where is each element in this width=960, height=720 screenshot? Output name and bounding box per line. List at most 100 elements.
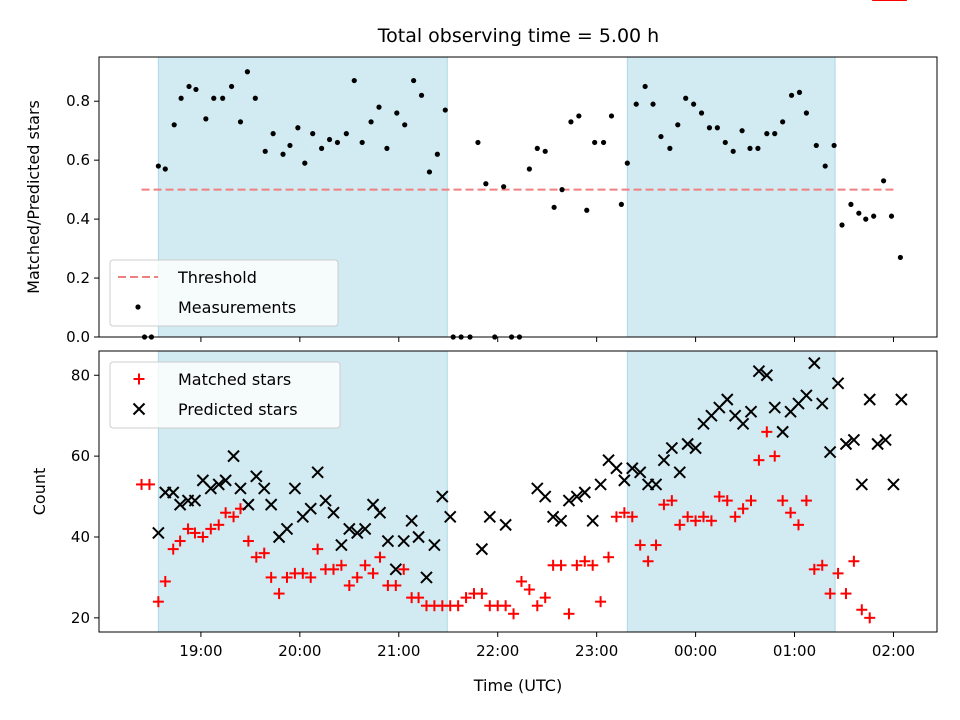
x-tick-label: 19:00 xyxy=(179,642,222,660)
measurement-point xyxy=(863,216,869,222)
measurement-point xyxy=(220,95,226,101)
predicted-star-point xyxy=(760,369,774,382)
matched-star-point xyxy=(297,567,309,579)
measurement-point xyxy=(584,207,590,213)
matched-star-point xyxy=(856,604,868,616)
predicted-star-point xyxy=(264,498,278,511)
measurement-point xyxy=(326,136,333,143)
predicted-star-point xyxy=(594,478,607,491)
measurement-point xyxy=(576,113,582,119)
matched-star-point xyxy=(167,543,179,555)
measurement-point xyxy=(270,131,276,137)
matched-star-point xyxy=(539,592,551,604)
measurement-point xyxy=(650,101,656,107)
measurement-point xyxy=(501,184,507,190)
predicted-star-point xyxy=(633,466,647,479)
matched-star-point xyxy=(698,511,710,523)
matched-star-point xyxy=(281,571,293,583)
predicted-star-point xyxy=(373,506,387,519)
measurement-point xyxy=(642,83,648,90)
matched-star-point xyxy=(452,600,464,612)
predicted-star-point xyxy=(768,401,781,414)
predicted-star-point xyxy=(311,466,324,479)
measurement-point xyxy=(600,139,607,146)
measurement-point xyxy=(822,163,828,169)
measurement-point xyxy=(683,95,689,101)
predicted-star-point xyxy=(499,518,512,532)
predicted-star-point xyxy=(166,486,180,499)
predicted-star-point xyxy=(839,437,853,451)
matched-star-point xyxy=(182,523,194,535)
measurement-point xyxy=(162,166,168,172)
predicted-star-point xyxy=(204,482,218,495)
predicted-star-point xyxy=(657,453,671,467)
x-tick-label: 01:00 xyxy=(773,642,816,660)
measurement-point xyxy=(280,151,286,157)
measurement-point xyxy=(608,113,615,119)
matched-star-point xyxy=(650,539,662,551)
matched-star-point xyxy=(666,495,678,507)
legend-threshold-label: Threshold xyxy=(177,268,257,287)
matched-star-point xyxy=(390,580,402,592)
predicted-star-point xyxy=(258,482,271,495)
measurement-point xyxy=(295,125,301,131)
measurement-point xyxy=(559,187,565,193)
predicted-star-point xyxy=(681,437,694,451)
predicted-star-point xyxy=(673,466,686,479)
predicted-star-point xyxy=(405,514,418,528)
matched-star-point xyxy=(143,478,155,490)
measurement-point xyxy=(384,145,390,151)
measurement-point xyxy=(848,201,854,207)
measurement-point xyxy=(368,119,374,125)
legend-predicted-label: Predicted stars xyxy=(178,400,298,419)
predicted-star-point xyxy=(800,389,813,402)
measurement-point xyxy=(203,116,209,122)
measurement-point xyxy=(287,142,293,149)
matched-star-point xyxy=(460,592,472,604)
predicted-star-point xyxy=(816,397,829,410)
measurement-point xyxy=(418,92,425,98)
predicted-star-point xyxy=(586,514,599,528)
measurement-point xyxy=(764,131,770,137)
matched-star-point xyxy=(327,563,339,575)
measurement-point xyxy=(475,139,481,146)
ratio-legend-box xyxy=(109,259,339,327)
measurement-point xyxy=(310,131,316,137)
predicted-star-point xyxy=(483,510,497,523)
predicted-star-point xyxy=(847,433,861,447)
matched-star-point xyxy=(398,563,410,575)
count-panel: 20 40 60 80 19:00 20:00 21:00 22:00 23:00 00:00 0… xyxy=(30,0,938,695)
predicted-star-point xyxy=(212,478,225,491)
predicted-star-point xyxy=(250,470,263,483)
matched-star-point xyxy=(610,511,622,523)
measurement-point xyxy=(394,110,400,116)
predicted-star-point xyxy=(776,425,789,439)
predicted-star-point xyxy=(343,522,356,536)
measurement-point xyxy=(624,160,630,166)
predicted-star-point xyxy=(665,441,679,455)
predicted-star-point xyxy=(570,490,584,503)
matched-star-point xyxy=(523,584,535,596)
legend-matched-marker xyxy=(133,373,145,385)
measurement-point xyxy=(426,169,433,175)
predicted-star-point xyxy=(895,393,908,406)
x-axis-label: Time (UTC) xyxy=(473,676,562,695)
measurement-point xyxy=(592,139,598,146)
count-panel-frame xyxy=(98,350,938,633)
predicted-star-point xyxy=(689,441,702,455)
predicted-star-point xyxy=(546,510,560,523)
predicted-star-point xyxy=(420,571,433,584)
measurement-point xyxy=(551,204,557,210)
measurement-point xyxy=(237,119,244,125)
matched-star-point xyxy=(555,559,567,571)
legend-measurements-label: Measurements xyxy=(178,298,296,317)
matched-star-point xyxy=(367,567,379,579)
predicted-star-point xyxy=(475,542,489,556)
matched-star-point xyxy=(587,559,599,571)
measurement-point xyxy=(343,131,349,137)
matched-star-point xyxy=(824,588,836,600)
matched-star-point xyxy=(848,555,860,567)
observing-window-shade xyxy=(626,56,836,338)
matched-star-point xyxy=(785,507,797,519)
predicted-star-point xyxy=(173,498,187,511)
